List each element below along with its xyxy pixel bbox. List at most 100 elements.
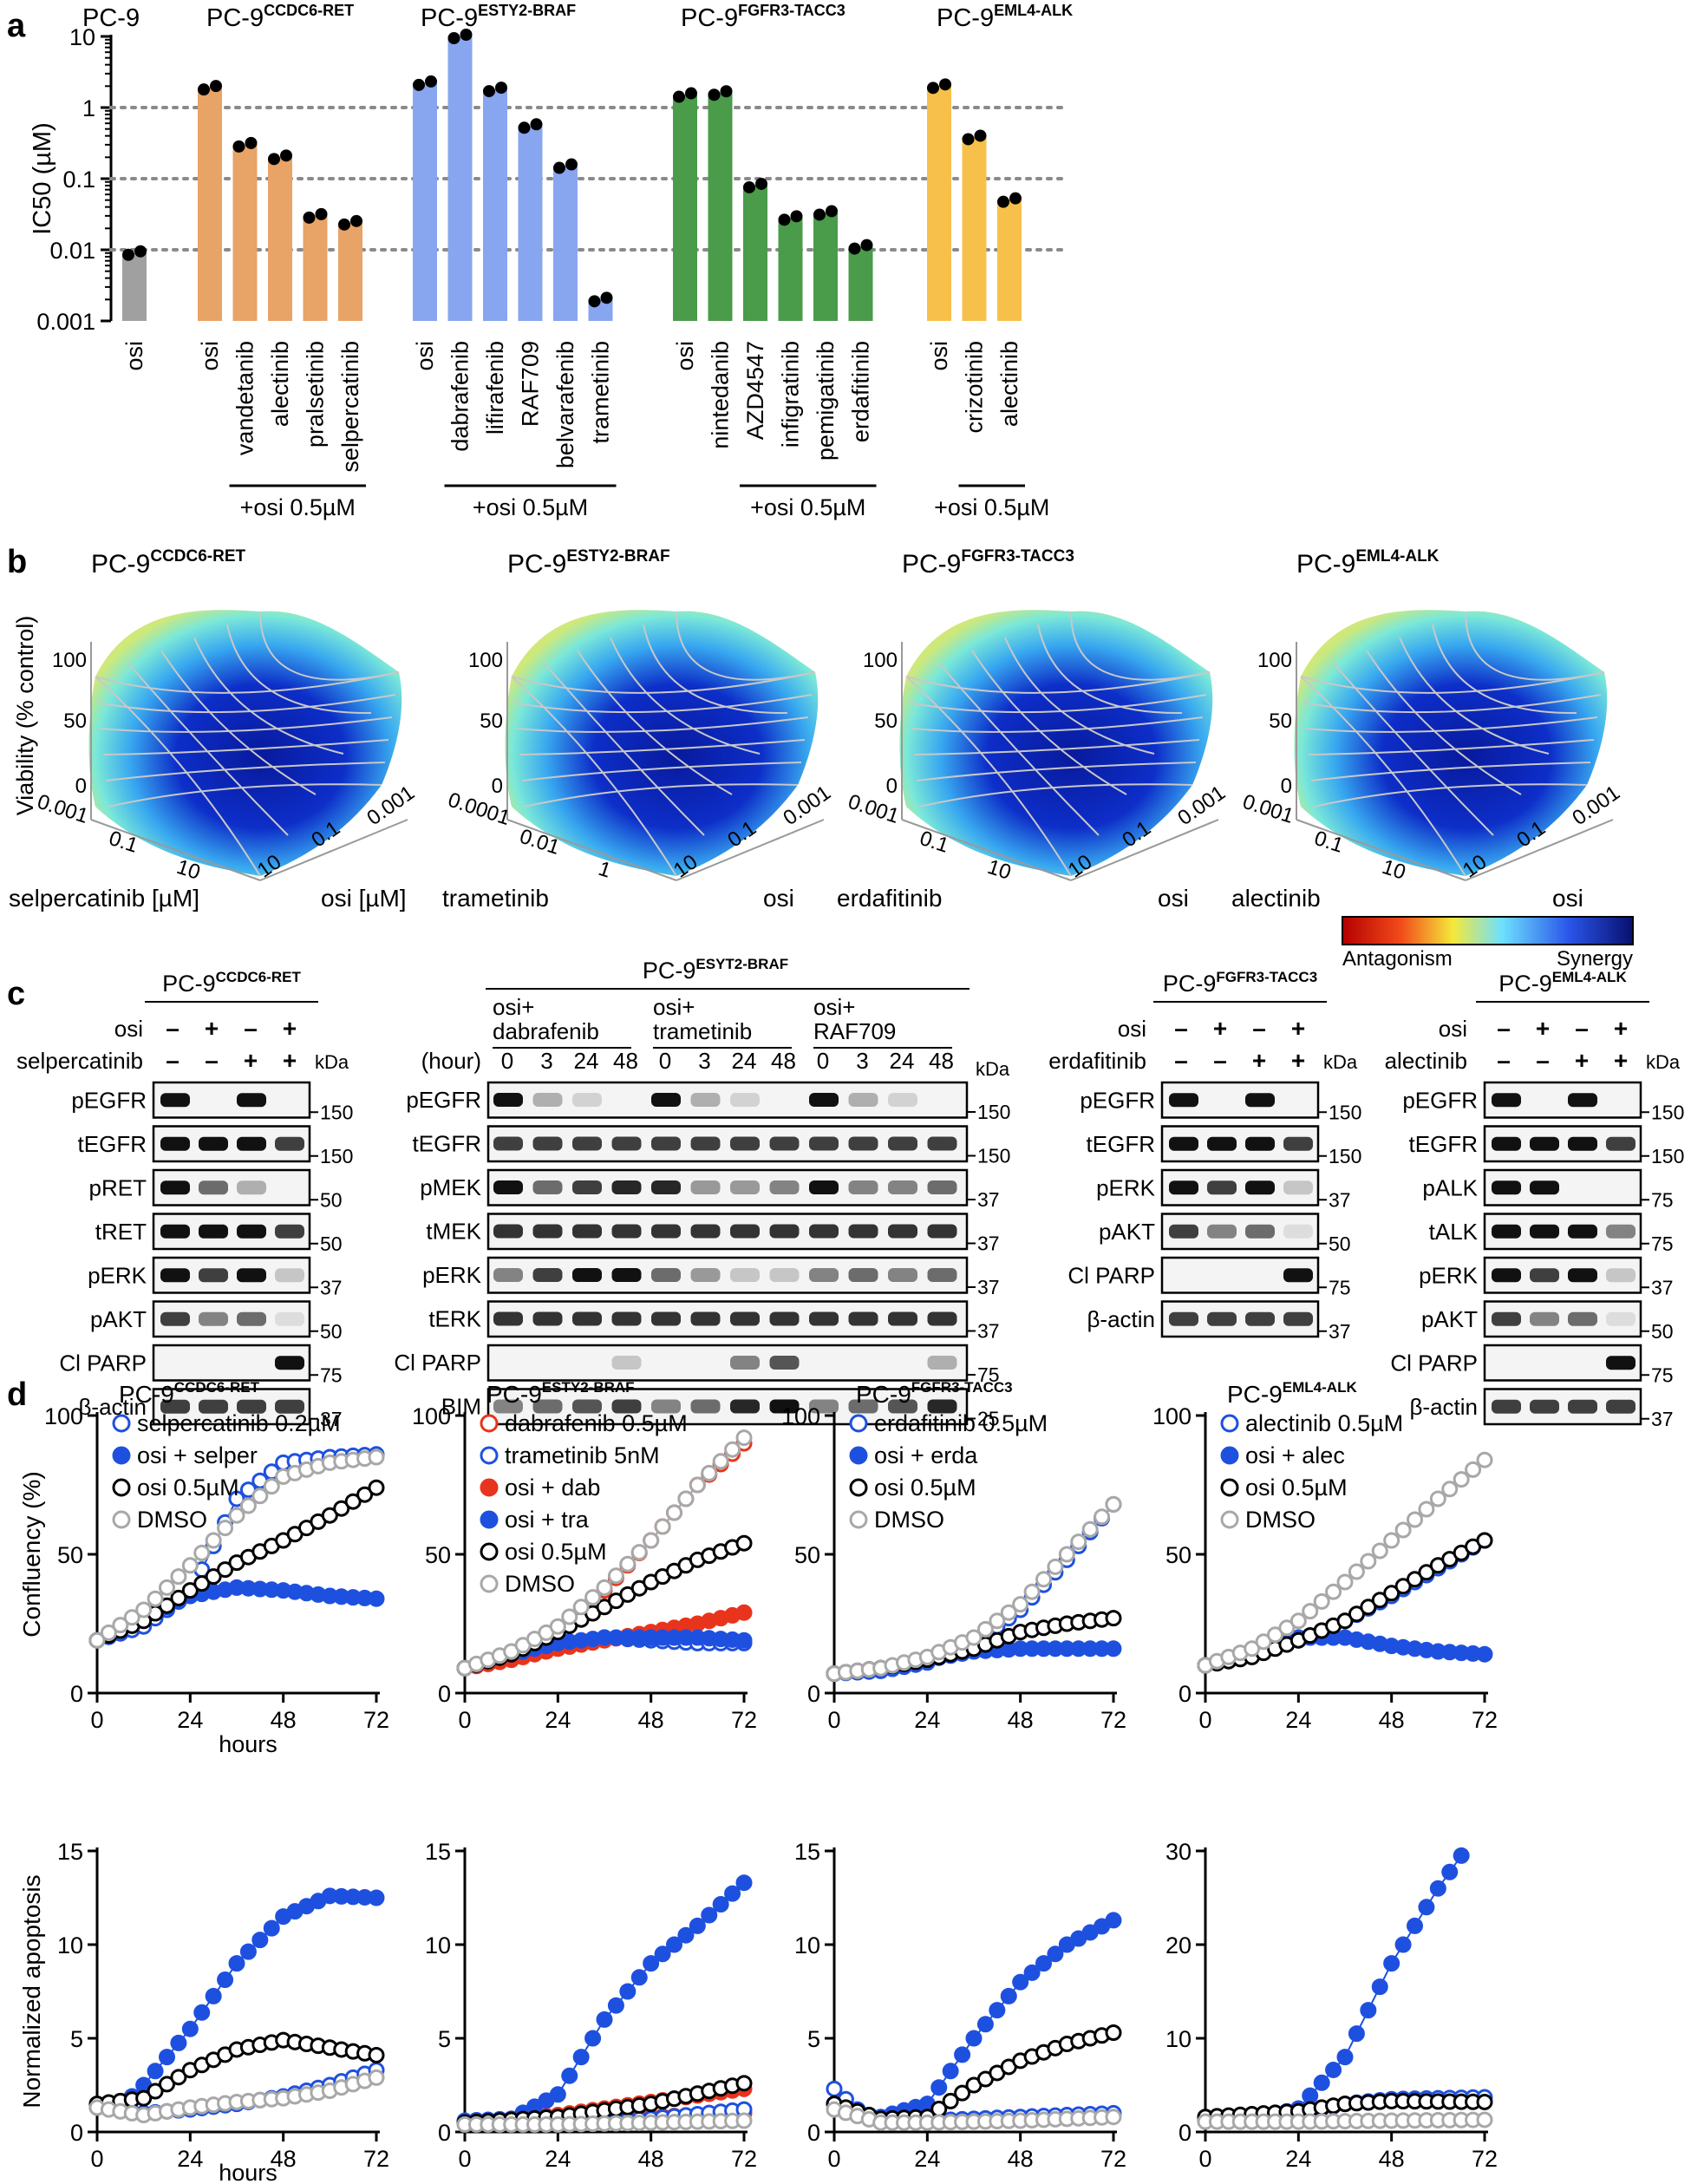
row-label: β-actin	[1087, 1306, 1155, 1332]
row-label: pEGFR	[71, 1087, 147, 1113]
series-marker	[1105, 1610, 1122, 1627]
series-marker	[1371, 1542, 1388, 1560]
blot-box	[486, 1125, 969, 1163]
line-chart-title: PC-9ESTY2-BRAF	[486, 1379, 635, 1408]
y-axis-line	[1465, 819, 1614, 881]
surface-title: PC-9FGFR3-TACC3	[902, 547, 1074, 579]
line-chart: 0 50 100 0 24 48 72 dabrafenib 0.5µM trametinib …	[412, 1403, 757, 1733]
blot-band	[1492, 1311, 1521, 1326]
x-tick-label: 24	[1285, 2146, 1311, 2172]
y-tick-label: 15	[425, 1839, 451, 1865]
data-point	[518, 121, 531, 134]
series-marker	[654, 1518, 671, 1535]
x-axis-label: hours	[219, 1731, 277, 1757]
wireframe-line	[908, 694, 1207, 714]
series-marker	[228, 1490, 245, 1507]
y-tick-label: 0	[807, 2120, 820, 2146]
x-tick-label: 72	[731, 1707, 757, 1733]
row-label: pAKT	[90, 1306, 147, 1332]
series-marker	[368, 2046, 385, 2063]
wireframe-line	[1310, 762, 1591, 781]
wireframe-line	[127, 663, 289, 836]
blot-box	[152, 1344, 311, 1382]
bar	[338, 222, 362, 321]
wireframe-line	[918, 783, 1193, 808]
bar	[927, 86, 951, 321]
series-marker	[251, 1932, 269, 1949]
x-tick-label: 0	[90, 2146, 103, 2172]
blot-band	[275, 1224, 304, 1239]
series-marker	[1012, 1973, 1029, 1991]
series-marker	[368, 1590, 385, 1607]
kda-label: kDa	[315, 1051, 349, 1073]
blot-band	[237, 1399, 266, 1414]
wireframe-line	[1333, 663, 1494, 836]
data-point	[350, 214, 362, 227]
condition-label: osi	[1118, 1016, 1146, 1042]
blot-band	[493, 1136, 523, 1151]
blot-band	[1207, 1224, 1237, 1239]
data-point	[1009, 192, 1022, 205]
series-marker	[263, 1478, 280, 1495]
x-axis-line	[506, 819, 677, 881]
series-marker	[1441, 1481, 1459, 1498]
bar	[813, 213, 838, 321]
blot-band	[532, 1268, 563, 1282]
series-marker	[1360, 1553, 1377, 1570]
series-marker	[1105, 1640, 1122, 1658]
blot-band	[160, 1268, 190, 1283]
blot-box	[152, 1081, 311, 1119]
series-marker	[607, 1997, 624, 2014]
series-marker	[1105, 1495, 1122, 1513]
series-marker	[239, 1497, 257, 1514]
series-marker	[159, 2049, 175, 2066]
kda-value: 37	[320, 1408, 343, 1430]
wireframe-line	[95, 676, 261, 877]
blot-band	[927, 1180, 957, 1194]
data-point	[122, 248, 134, 261]
blot-band	[160, 1399, 190, 1414]
blot-band	[532, 1399, 563, 1414]
series-marker	[735, 1631, 753, 1649]
x-tick-label: 48	[1379, 2146, 1405, 2172]
x-tick-label: 72	[1100, 1707, 1126, 1733]
blot-band	[572, 1180, 602, 1194]
blot-band	[1283, 1268, 1313, 1283]
series-marker	[1465, 1461, 1482, 1478]
series-marker	[1105, 2109, 1122, 2126]
series-marker	[135, 1601, 153, 1618]
blot-band	[1207, 1180, 1237, 1195]
blot-band	[1492, 1399, 1521, 1414]
kda-value: 50	[1651, 1320, 1674, 1343]
surface-plot: PC-9CCDC6-RET1005000.0010.1100.0010.110s…	[9, 547, 419, 912]
blot-band	[769, 1311, 800, 1326]
series-marker	[193, 1575, 211, 1592]
blot-band	[611, 1356, 642, 1370]
series-marker	[735, 1429, 753, 1447]
series-marker	[333, 1500, 350, 1517]
kda-value: 75	[1651, 1363, 1674, 1386]
series-marker	[976, 2016, 994, 2033]
line-chart: 0 50 100 0 24 48 72 selpercatinib 0.2µM osi + se…	[44, 1403, 389, 1733]
panel-label-b: b	[7, 544, 27, 580]
condition-sign: –	[166, 1047, 180, 1074]
series-marker	[942, 2092, 959, 2109]
blot-band	[769, 1180, 800, 1194]
condition-sign: –	[166, 1015, 180, 1042]
legend-marker	[480, 1446, 499, 1465]
y-axis-label: Normalized apoptosis	[18, 1874, 45, 2108]
condition-sign: +	[1291, 1047, 1305, 1074]
row-label: tEGFR	[1087, 1131, 1155, 1157]
condition-sign: +	[1252, 1047, 1266, 1074]
series-marker	[205, 1987, 222, 2004]
series-marker	[170, 1568, 187, 1586]
bar	[303, 215, 328, 321]
kda-value: 37	[1651, 1408, 1674, 1430]
kda-value: 50	[1329, 1233, 1351, 1255]
blot-band	[1283, 1136, 1313, 1151]
series-marker	[1476, 2093, 1493, 2110]
series-marker	[1476, 1532, 1493, 1549]
x-axis-label: hours	[219, 2160, 277, 2184]
series-marker	[1035, 1571, 1052, 1588]
z-axis-label: Viability (% control)	[12, 616, 38, 816]
